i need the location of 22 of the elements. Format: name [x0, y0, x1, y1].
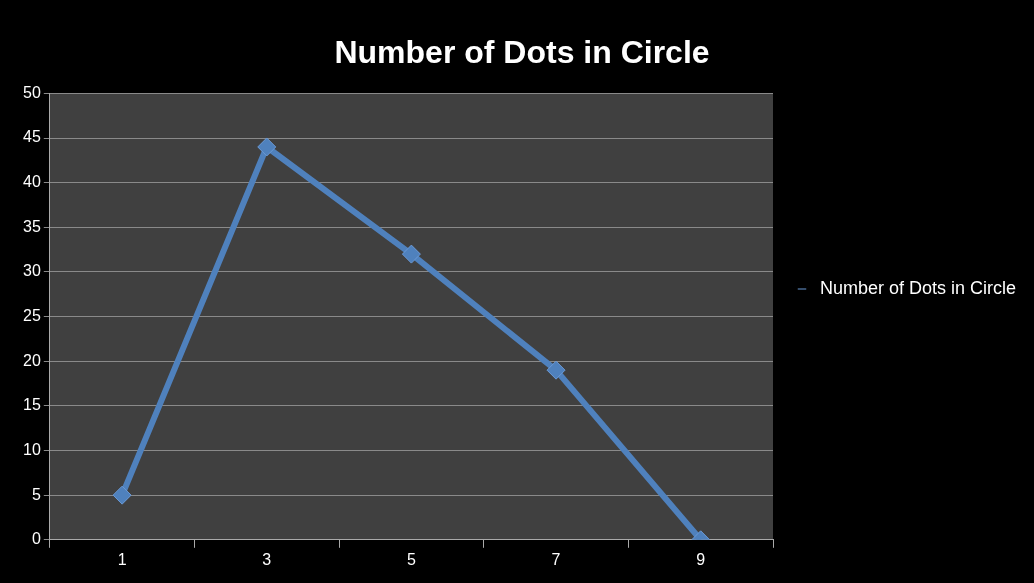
y-tick-label: 5: [31, 485, 41, 503]
point: [257, 137, 277, 157]
chart-title: Number of Dots in Circle: [334, 34, 710, 71]
x-tick-label: 1: [117, 550, 127, 568]
x-tick-label: 9: [696, 550, 706, 568]
x-tick-label: 3: [262, 550, 272, 568]
y-tick-label: 45: [23, 128, 41, 146]
x-tick-label: 7: [551, 550, 561, 568]
legend-label: Number of Dots in Circle: [820, 277, 1017, 298]
y-tick-label: 15: [23, 396, 41, 414]
point: [112, 485, 132, 505]
y-tick-label: 50: [23, 83, 41, 101]
y-tick-label: 0: [31, 530, 41, 548]
y-tick-label: 25: [23, 307, 41, 325]
y-tick-label: 20: [23, 351, 41, 369]
y-tick-label: 10: [23, 440, 41, 458]
point: [401, 244, 421, 264]
y-tick-label: 35: [23, 217, 41, 235]
y-tick-label: 40: [23, 173, 41, 191]
x-tick-label: 5: [406, 550, 416, 568]
y-tick-label: 30: [23, 262, 41, 280]
point: [546, 360, 566, 380]
